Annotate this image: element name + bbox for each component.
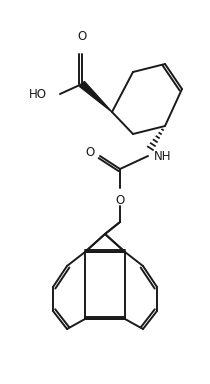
Text: O: O	[115, 194, 125, 207]
Text: O: O	[86, 146, 95, 159]
Polygon shape	[80, 81, 112, 112]
Text: NH: NH	[154, 149, 172, 162]
Text: O: O	[77, 30, 87, 43]
Text: HO: HO	[29, 88, 47, 101]
